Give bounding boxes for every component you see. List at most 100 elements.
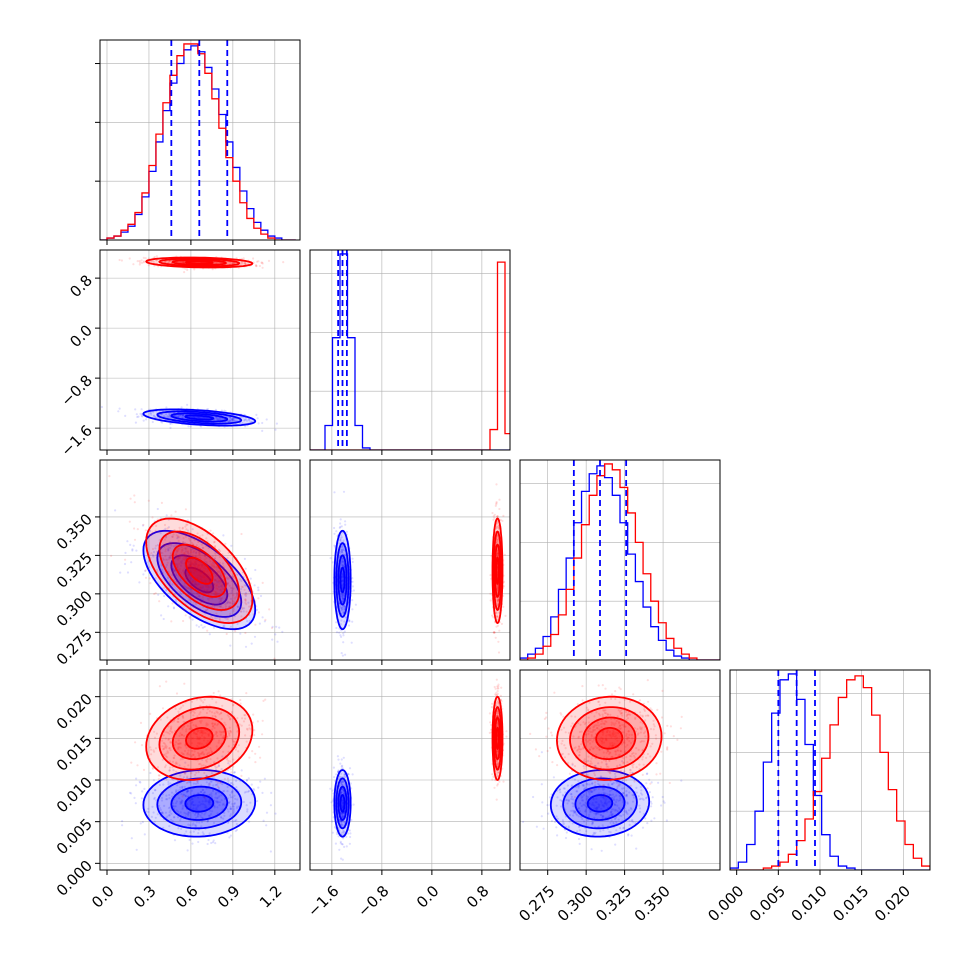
sample-point <box>167 576 170 579</box>
sample-point <box>185 586 189 589</box>
sample-point <box>220 606 223 609</box>
sample-point <box>218 804 221 807</box>
sample-point <box>340 550 343 553</box>
sample-point <box>135 777 138 780</box>
sample-point <box>205 589 208 592</box>
sample-point <box>212 590 215 593</box>
sample-point <box>339 792 343 795</box>
sample-point <box>229 807 233 810</box>
sample-point <box>186 587 189 590</box>
sample-point <box>154 592 157 595</box>
sample-point <box>198 821 201 824</box>
sample-point <box>214 594 217 597</box>
sample-point <box>348 767 352 770</box>
sample-point <box>187 587 190 590</box>
sample-point <box>199 586 202 589</box>
contour-0 <box>339 794 346 813</box>
sample-point <box>339 840 342 843</box>
sample-point <box>141 790 144 793</box>
sample-point <box>181 715 184 718</box>
sample-point <box>341 580 344 583</box>
sample-point <box>203 796 206 799</box>
y-tick-label: 0.010 <box>53 773 96 816</box>
sample-point <box>335 631 339 634</box>
sample-point <box>261 421 264 425</box>
sample-point <box>268 608 271 611</box>
sample-point <box>203 588 206 592</box>
sample-point <box>183 766 186 769</box>
sample-point <box>199 737 202 740</box>
sample-point <box>165 680 168 683</box>
sample-point <box>174 414 177 417</box>
sample-point <box>191 797 194 800</box>
sample-point <box>140 259 143 262</box>
sample-point <box>275 422 278 425</box>
sample-point <box>225 617 228 620</box>
sample-point <box>194 725 197 728</box>
sample-point <box>192 563 195 566</box>
sample-point <box>155 550 159 553</box>
sample-point <box>172 769 175 772</box>
sample-point <box>341 780 344 784</box>
sample-point <box>177 414 180 417</box>
sample-point <box>182 570 185 573</box>
panel-3-1: −1.6 −0.8 0.0 0.8 <box>304 669 511 921</box>
sample-point <box>231 796 234 799</box>
sample-point <box>217 785 220 788</box>
sample-point <box>218 561 221 564</box>
sample-point <box>340 813 343 816</box>
sample-point <box>214 842 217 845</box>
sample-point <box>133 527 136 530</box>
contour-0 <box>156 777 243 830</box>
density-fill <box>143 770 256 837</box>
sample-point <box>206 562 209 565</box>
sample-point <box>203 796 206 799</box>
sample-point <box>496 535 499 538</box>
sample-point <box>174 598 177 601</box>
sample-point <box>191 801 194 804</box>
sample-point <box>502 585 505 588</box>
sample-point <box>216 588 219 591</box>
sample-point <box>340 548 343 552</box>
sample-point <box>144 257 147 260</box>
sample-point <box>183 682 186 685</box>
sample-point <box>162 734 165 737</box>
sample-point <box>166 558 169 561</box>
sample-point <box>208 793 211 797</box>
sample-point <box>155 732 158 735</box>
sample-point <box>232 811 235 814</box>
sample-point <box>196 592 199 595</box>
sample-point <box>203 571 206 574</box>
sample-point <box>336 755 339 758</box>
sample-point <box>199 587 202 590</box>
y-tick-label: 0.005 <box>53 815 96 858</box>
sample-point <box>168 260 171 263</box>
sample-point <box>204 554 207 557</box>
sample-point <box>144 569 147 572</box>
sample-point <box>168 583 171 586</box>
sample-point <box>244 594 247 597</box>
sample-point <box>231 820 234 823</box>
sample-point <box>248 605 251 608</box>
sample-point <box>199 698 202 701</box>
sample-point <box>244 734 247 737</box>
sample-point <box>192 714 195 717</box>
sample-point <box>274 812 277 815</box>
sample-point <box>213 557 216 560</box>
sample-point <box>216 801 219 804</box>
sample-point <box>151 767 155 770</box>
sample-point <box>496 539 499 542</box>
sample-point <box>219 600 222 603</box>
sample-point <box>184 744 187 747</box>
sample-point <box>331 789 334 792</box>
sample-point <box>213 723 216 726</box>
sample-point <box>220 590 223 593</box>
sample-point <box>261 266 264 269</box>
sample-point <box>179 819 182 822</box>
sample-point <box>342 632 345 635</box>
sample-point <box>496 584 499 587</box>
sample-point <box>198 741 201 744</box>
sample-point <box>182 720 185 723</box>
density-fill <box>146 518 253 624</box>
sample-point <box>204 737 207 740</box>
